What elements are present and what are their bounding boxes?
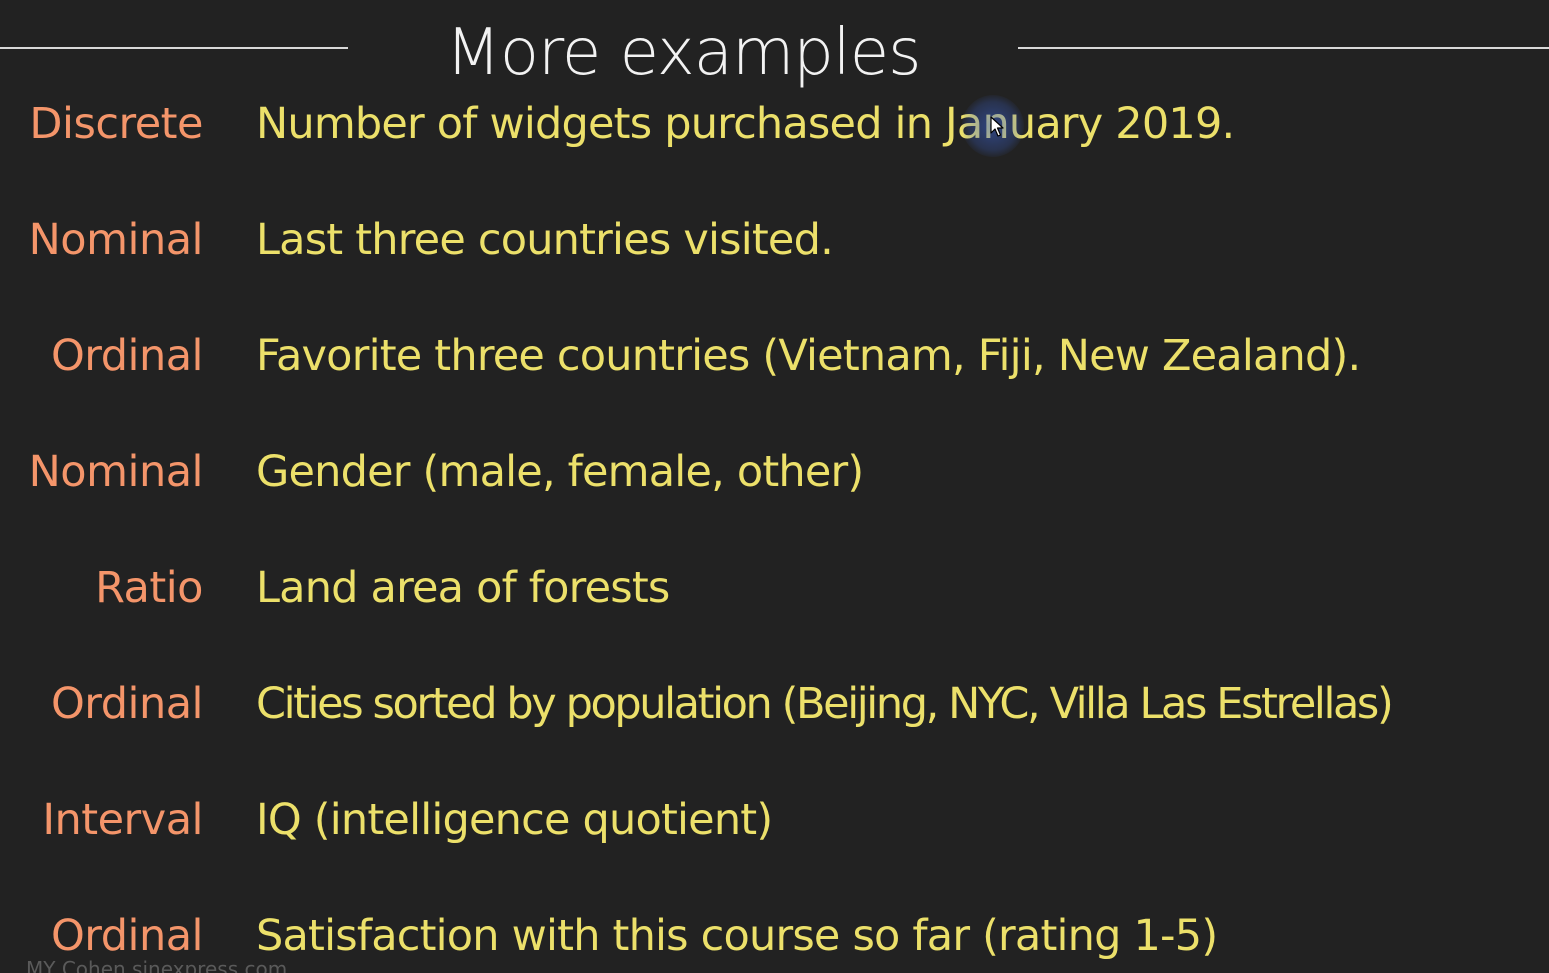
- example-type-label: Ordinal: [50, 679, 204, 729]
- example-row: Ordinal Cities sorted by population (Bei…: [0, 672, 1549, 736]
- example-row: Nominal Gender (male, female, other): [0, 440, 1549, 504]
- example-row: Ordinal Favorite three countries (Vietna…: [0, 324, 1549, 388]
- example-type-label: Ordinal: [50, 331, 204, 381]
- example-description: Land area of forests: [256, 563, 670, 613]
- example-row: Interval IQ (intelligence quotient): [0, 788, 1549, 852]
- example-row: Ratio Land area of forests: [0, 556, 1549, 620]
- example-description: Number of widgets purchased in January 2…: [256, 99, 1235, 149]
- title-rule-left: [0, 47, 348, 49]
- example-row: Nominal Last three countries visited.: [0, 208, 1549, 272]
- example-description: Gender (male, female, other): [256, 447, 864, 497]
- example-type-label: Discrete: [29, 99, 203, 149]
- slide-title: More examples: [445, 16, 922, 90]
- example-row: Ordinal Satisfaction with this course so…: [0, 904, 1549, 968]
- example-type-label: Nominal: [28, 447, 204, 497]
- example-description: Favorite three countries (Vietnam, Fiji,…: [256, 331, 1361, 381]
- example-description: Satisfaction with this course so far (ra…: [256, 911, 1218, 961]
- example-type-label: Ratio: [95, 563, 203, 613]
- slide-footer: MY Cohen sinexpress.com: [26, 957, 288, 973]
- mouse-pointer-icon: [990, 116, 1004, 137]
- example-type-label: Interval: [42, 795, 203, 845]
- example-type-label: Nominal: [28, 215, 204, 265]
- example-description: Cities sorted by population (Beijing, NY…: [256, 679, 1394, 729]
- example-type-label: Ordinal: [50, 911, 204, 961]
- example-row: Discrete Number of widgets purchased in …: [0, 92, 1549, 156]
- example-description: IQ (intelligence quotient): [256, 795, 773, 845]
- title-rule-right: [1018, 47, 1549, 49]
- example-description: Last three countries visited.: [256, 215, 834, 265]
